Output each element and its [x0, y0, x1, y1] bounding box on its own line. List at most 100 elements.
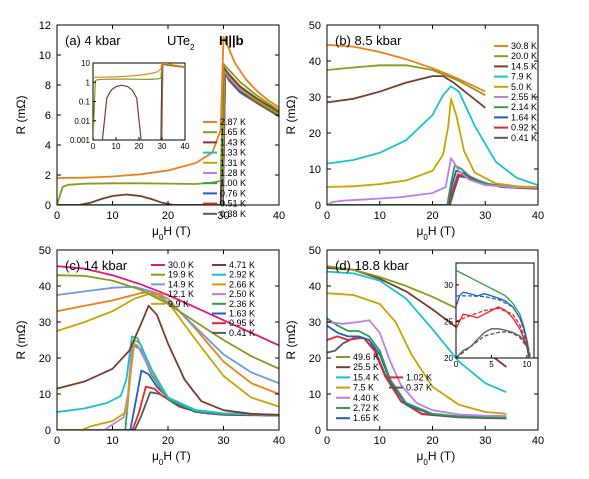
- inset-y-tick-label: 10: [81, 59, 90, 68]
- panel-label: (a) 4 kbar: [65, 33, 121, 48]
- y-tick-label: 0: [45, 200, 51, 212]
- inset-x-tick-label: 0: [91, 142, 96, 151]
- x-tick-label: 20: [162, 210, 174, 222]
- y-tick-label: 50: [309, 20, 321, 32]
- inset-y-tick-label: 1: [86, 78, 91, 87]
- y-tick-label: 20: [39, 353, 51, 365]
- inset-x-tick-label: 10: [112, 142, 121, 151]
- series-line: [57, 63, 279, 205]
- series-group: [57, 36, 279, 205]
- y-tick-label: 12: [39, 20, 51, 32]
- series-line: [327, 64, 486, 96]
- legend-label: 2.55 K: [511, 92, 537, 102]
- y-tick-label: 0: [45, 425, 51, 437]
- legend-label: 0.41 K: [229, 328, 255, 338]
- inset-line: [93, 63, 185, 140]
- x-tick-label: 0: [324, 435, 330, 447]
- inset-y-tick-label: 0.1: [79, 98, 91, 107]
- legend-label: 9.9 K: [168, 299, 189, 309]
- x-tick-label: 20: [426, 435, 438, 447]
- y-tick-label: 8: [45, 80, 51, 92]
- y-tick-label: 20: [309, 353, 321, 365]
- x-tick-label: 30: [217, 435, 229, 447]
- y-axis-label: R (mΩ): [14, 96, 28, 135]
- y-tick-label: 10: [309, 164, 321, 176]
- y-axis-label: R (mΩ): [284, 96, 298, 135]
- legend: 30.0 K19.9 K14.9 K12.1 K9.9 K 4.71 K2.92 …: [151, 260, 255, 338]
- series-line: [57, 36, 279, 179]
- y-axis-label: R (mΩ): [284, 321, 298, 360]
- y-tick-label: 10: [39, 50, 51, 62]
- inset-line: [456, 269, 531, 358]
- x-axis-label: μ0H (T): [152, 449, 191, 467]
- inset-line: [456, 328, 530, 358]
- series-line: [327, 319, 507, 417]
- y-tick-label: 30: [39, 317, 51, 329]
- legend-label: 0.41 K: [511, 133, 537, 143]
- x-tick-label: 40: [273, 210, 285, 222]
- legend-label: 0.76 K: [220, 188, 246, 198]
- x-tick-label: 40: [532, 210, 544, 222]
- y-tick-label: 4: [45, 140, 51, 152]
- series-line: [57, 335, 279, 416]
- legend-label: 19.9 K: [168, 270, 194, 280]
- inset-line: [456, 331, 531, 358]
- inset-series: [456, 269, 532, 358]
- y-tick-label: 0: [315, 200, 321, 212]
- x-tick-label: 10: [106, 210, 118, 222]
- series-line: [57, 67, 279, 205]
- inset-y-tick-label: 0.001: [70, 136, 91, 145]
- y-tick-label: 10: [39, 389, 51, 401]
- y-tick-label: 40: [39, 281, 51, 293]
- series-line: [57, 66, 279, 205]
- panel-label: (d) 18.8 kbar: [335, 258, 409, 273]
- series-line: [327, 85, 538, 187]
- y-tick-label: 10: [309, 389, 321, 401]
- legend-label: 1.00 K: [220, 178, 246, 188]
- series-line: [57, 265, 279, 347]
- y-tick-label: 30: [309, 92, 321, 104]
- series-line: [57, 304, 279, 416]
- legend-label: 1.63 K: [229, 309, 255, 319]
- y-tick-label: 40: [309, 281, 321, 293]
- inset-x-tick-label: 40: [181, 142, 190, 151]
- inset-line: [456, 295, 532, 358]
- series-line: [327, 270, 507, 394]
- legend-label: 7.9 K: [511, 72, 532, 82]
- series-line: [327, 157, 538, 205]
- panel-c: 0 10 20 30 40 0 10 20 30 40 50 μ0H (T) R (mΩ) (c) 14 …: [14, 245, 285, 467]
- series-line: [327, 75, 486, 109]
- y-axis-label: R (mΩ): [14, 321, 28, 360]
- series-line: [327, 292, 507, 415]
- inset: 0 10 20 30 40 0.001 0.01 0.1 1 10: [70, 59, 190, 151]
- legend-label: 7.5 K: [353, 383, 374, 393]
- legend-label: 1.02 K: [406, 372, 432, 382]
- inset-y-tick-label: 20: [444, 354, 453, 363]
- series-line: [57, 285, 279, 385]
- legend-label: 0.92 K: [511, 123, 537, 133]
- legend-label: 30.0 K: [168, 260, 194, 270]
- series-line: [57, 274, 279, 370]
- inset-line: [456, 306, 530, 358]
- legend-label: 2.14 K: [511, 102, 537, 112]
- legend-label: 20.0 K: [511, 51, 537, 61]
- x-tick-label: 20: [426, 210, 438, 222]
- inset-y-tick-label: 25: [444, 317, 453, 326]
- inset-series: [93, 63, 185, 140]
- series-group: [327, 265, 507, 420]
- x-tick-label: 20: [162, 435, 174, 447]
- panel-label: (b) 8.5 kbar: [335, 33, 402, 48]
- x-tick-label: 0: [54, 435, 60, 447]
- series-line: [327, 317, 507, 419]
- x-tick-label: 10: [374, 210, 386, 222]
- series-line: [57, 344, 279, 430]
- field-direction-label: H||b: [219, 33, 244, 48]
- panel-label: (c) 14 kbar: [65, 258, 128, 273]
- legend-label: 12.1 K: [168, 289, 194, 299]
- x-tick-label: 30: [479, 210, 491, 222]
- legend-label: 5.0 K: [511, 82, 532, 92]
- legend-label: 25.5 K: [353, 362, 379, 372]
- legend: 2.87 K1.65 K1.43 K1.33 K1.31 K1.28 K1.00…: [203, 117, 246, 219]
- legend-label: 0.51 K: [220, 199, 246, 209]
